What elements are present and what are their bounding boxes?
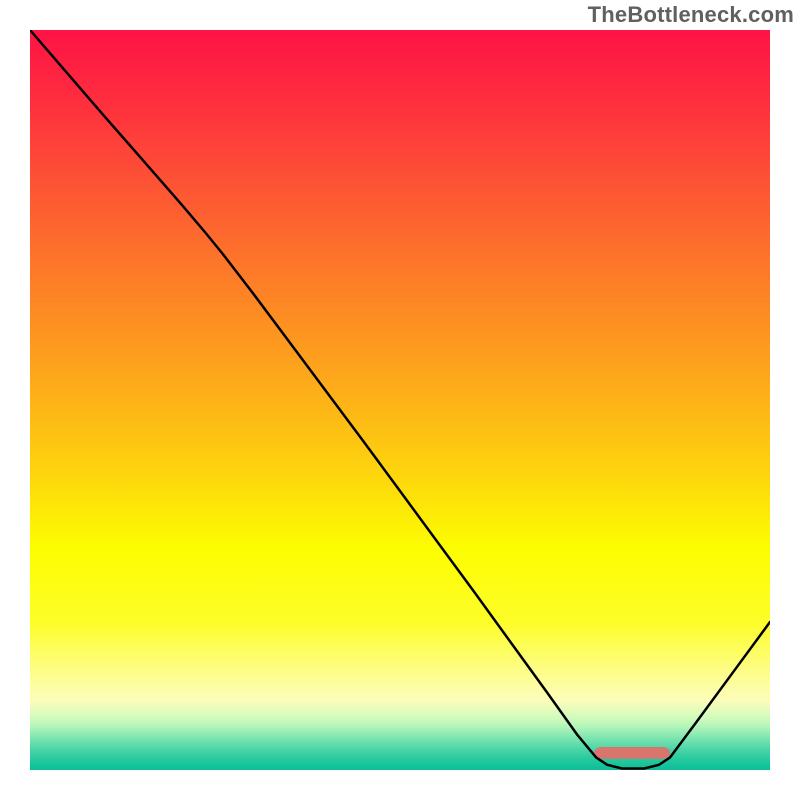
trough-marker	[594, 747, 670, 759]
watermark-text: TheBottleneck.com	[588, 2, 794, 28]
chart-svg	[30, 30, 770, 770]
container: TheBottleneck.com	[0, 0, 800, 800]
chart-background	[30, 30, 770, 770]
chart-plot	[30, 30, 770, 770]
